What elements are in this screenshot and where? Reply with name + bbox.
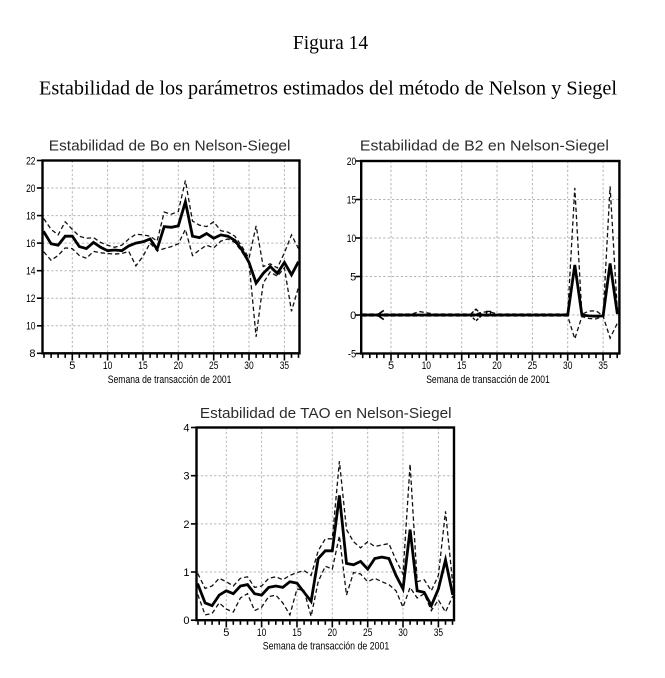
svg-text:18: 18 bbox=[26, 211, 35, 223]
svg-text:15: 15 bbox=[347, 194, 356, 206]
svg-text:30: 30 bbox=[563, 360, 572, 372]
svg-text:Semana de transacción de 2001: Semana de transacción de 2001 bbox=[263, 641, 390, 653]
svg-text:0: 0 bbox=[183, 615, 189, 627]
svg-text:14: 14 bbox=[26, 266, 35, 278]
svg-text:25: 25 bbox=[209, 360, 218, 372]
svg-text:20: 20 bbox=[26, 183, 35, 195]
svg-text:3: 3 bbox=[183, 471, 189, 483]
svg-text:30: 30 bbox=[244, 360, 253, 372]
svg-text:25: 25 bbox=[363, 627, 372, 639]
svg-text:Estabilidad de Bo en Nelson-Si: Estabilidad de Bo en Nelson-Siegel bbox=[49, 138, 291, 155]
svg-text:4: 4 bbox=[183, 422, 189, 434]
svg-text:8: 8 bbox=[29, 348, 35, 360]
svg-text:20: 20 bbox=[347, 156, 356, 168]
svg-text:Estabilidad de TAO en Nelson-S: Estabilidad de TAO en Nelson-Siegel bbox=[200, 405, 452, 422]
svg-text:16: 16 bbox=[26, 238, 35, 250]
svg-text:10: 10 bbox=[347, 233, 356, 245]
svg-text:Estabilidad de los parámetros: Estabilidad de los parámetros estimados … bbox=[39, 79, 618, 100]
svg-text:10: 10 bbox=[103, 360, 112, 372]
svg-text:Figura 14: Figura 14 bbox=[293, 33, 368, 54]
svg-text:15: 15 bbox=[292, 627, 301, 639]
svg-text:10: 10 bbox=[26, 321, 35, 333]
svg-text:5: 5 bbox=[223, 627, 229, 639]
svg-text:20: 20 bbox=[492, 360, 501, 372]
svg-text:2: 2 bbox=[183, 519, 189, 531]
svg-text:10: 10 bbox=[257, 627, 266, 639]
svg-text:12: 12 bbox=[26, 293, 35, 305]
svg-text:Semana de transacción de 2001: Semana de transacción de 2001 bbox=[426, 374, 550, 386]
svg-text:35: 35 bbox=[280, 360, 289, 372]
svg-text:15: 15 bbox=[138, 360, 147, 372]
svg-text:30: 30 bbox=[398, 627, 407, 639]
svg-text:Estabilidad de B2 en Nelson-Si: Estabilidad de B2 en Nelson-Siegel bbox=[360, 138, 609, 155]
svg-text:35: 35 bbox=[434, 627, 443, 639]
svg-text:-5: -5 bbox=[348, 348, 356, 360]
svg-text:35: 35 bbox=[598, 360, 607, 372]
svg-text:1: 1 bbox=[183, 567, 189, 579]
svg-text:22: 22 bbox=[26, 155, 35, 167]
svg-text:15: 15 bbox=[457, 360, 466, 372]
svg-text:20: 20 bbox=[174, 360, 183, 372]
svg-text:5: 5 bbox=[388, 360, 394, 372]
svg-text:Semana de transacción de 2001: Semana de transacción de 2001 bbox=[108, 374, 232, 386]
svg-text:5: 5 bbox=[350, 271, 356, 283]
svg-text:20: 20 bbox=[328, 627, 337, 639]
svg-text:25: 25 bbox=[528, 360, 537, 372]
svg-text:5: 5 bbox=[69, 360, 75, 372]
svg-text:0: 0 bbox=[350, 310, 356, 322]
svg-text:10: 10 bbox=[422, 360, 431, 372]
